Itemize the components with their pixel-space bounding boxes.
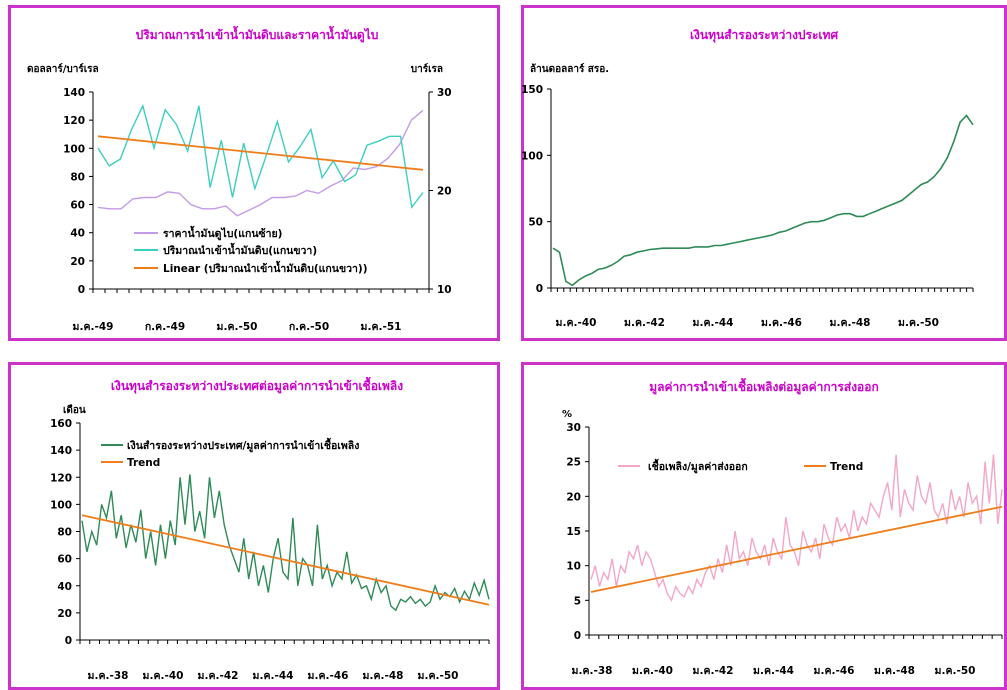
x-tick-label: ม.ค.-50: [217, 321, 258, 333]
x-tick-label: ม.ค.-50: [418, 670, 459, 682]
left-y-tick-label: 60: [57, 554, 72, 566]
left-y-tick-label: 30: [566, 422, 581, 434]
left-y-tick-label: 0: [536, 283, 543, 295]
left-y-tick-label: 15: [566, 526, 581, 538]
x-tick-label: ม.ค.-46: [761, 317, 802, 329]
series-line-2: [97, 103, 424, 209]
x-tick-label: ก.ค.-50: [289, 321, 329, 333]
legend-label-1: เชื้อเพลิง/มูลค่าส่งออก: [648, 458, 748, 474]
right-y-tick-label: 20: [437, 186, 452, 198]
x-tick-label: ม.ค.-50: [898, 317, 939, 329]
x-tick-label: ม.ค.-51: [361, 321, 402, 333]
x-tick-label: ก.ค.-49: [145, 321, 185, 333]
x-tick-label: ม.ค.-38: [88, 670, 129, 682]
left-y-tick-label: 150: [521, 84, 543, 96]
chart-fuel-export-svg: มูลค่าการนำเข้าเชื้อเพลิงต่อมูลค่าการส่ง…: [562, 377, 1003, 677]
chart-panel-fuel-to-export: มูลค่าการนำเข้าเชื้อเพลิงต่อมูลค่าการส่ง…: [521, 362, 1007, 690]
legend-label-1: เงินสำรองระหว่างประเทศ/มูลค่าการนำเข้าเช…: [127, 437, 359, 453]
series-line-1: [97, 109, 424, 217]
x-tick-label: ม.ค.-40: [556, 317, 597, 329]
x-tick-label: ม.ค.-40: [632, 665, 673, 677]
legend-label-2: Trend: [830, 461, 863, 473]
legend-label-3: Linear (ปริมาณนำเข้าน้ำมันดิบ(แกนขวา)): [163, 260, 368, 275]
series-line-1: [590, 454, 1003, 602]
x-tick-label: ม.ค.-38: [572, 665, 613, 677]
x-tick-label: ม.ค.-44: [753, 665, 794, 677]
left-y-tick-label: 40: [70, 228, 85, 240]
y-axis-label: เดือน: [63, 404, 86, 416]
y-axis-right-label: บาร์เรล: [411, 63, 443, 75]
series-line-3: [97, 135, 424, 171]
y-axis-label: ล้านดอลลาร์ สรอ.: [530, 63, 609, 75]
x-tick-label: ม.ค.-49: [73, 321, 114, 333]
series-line-1: [81, 474, 490, 612]
left-y-tick-label: 140: [63, 87, 85, 99]
left-y-tick-label: 10: [566, 561, 581, 573]
left-y-tick-label: 0: [78, 284, 85, 296]
left-y-tick-label: 25: [566, 457, 581, 469]
x-tick-label: ม.ค.-50: [935, 665, 976, 677]
x-tick-label: ม.ค.-48: [874, 665, 915, 677]
y-axis-label: %: [562, 409, 572, 420]
left-y-tick-label: 0: [574, 630, 581, 642]
x-tick-label: ม.ค.-42: [624, 317, 665, 329]
left-y-tick-label: 0: [65, 635, 72, 647]
x-tick-label: ม.ค.-42: [693, 665, 734, 677]
chart-panel-crude-import: ปริมาณการนำเข้าน้ำมันดิบและราคาน้ำมันดูไ…: [8, 5, 500, 341]
left-y-tick-label: 20: [57, 608, 72, 620]
series-line-2: [81, 514, 490, 606]
left-y-tick-label: 20: [566, 491, 581, 503]
left-y-tick-label: 60: [70, 200, 85, 212]
left-y-tick-label: 140: [50, 445, 72, 457]
x-tick-label: ม.ค.-44: [253, 670, 294, 682]
x-tick-label: ม.ค.-46: [308, 670, 349, 682]
left-y-tick-label: 100: [50, 499, 72, 511]
left-y-tick-label: 40: [57, 581, 72, 593]
chart-title: เงินทุนสำรองระหว่างประเทศต่อมูลค่าการนำเ…: [111, 376, 403, 394]
chart-crude-import-svg: ปริมาณการนำเข้าน้ำมันดิบและราคาน้ำมันดูไ…: [27, 25, 452, 333]
legend-label-2: Trend: [127, 457, 160, 469]
left-y-tick-label: 100: [63, 143, 85, 155]
chart-title: มูลค่าการนำเข้าเชื้อเพลิงต่อมูลค่าการส่ง…: [649, 377, 878, 395]
series-line-2: [590, 505, 1003, 593]
series-line-1: [552, 114, 974, 287]
right-y-tick-label: 30: [437, 87, 452, 99]
chart-panel-reserves-to-fuel: เงินทุนสำรองระหว่างประเทศต่อมูลค่าการนำเ…: [8, 362, 500, 690]
left-y-tick-label: 100: [521, 150, 543, 162]
legend-label-1: ราคาน้ำมันดูไบ(แกนซ้าย): [163, 225, 282, 241]
x-tick-label: ม.ค.-46: [814, 665, 855, 677]
left-y-tick-label: 50: [528, 217, 543, 229]
x-tick-label: ม.ค.-48: [363, 670, 404, 682]
x-tick-label: ม.ค.-48: [830, 317, 871, 329]
left-y-tick-label: 160: [50, 418, 72, 430]
left-y-tick-label: 80: [57, 527, 72, 539]
x-tick-label: ม.ค.-42: [198, 670, 239, 682]
chart-panel-reserves: เงินทุนสำรองระหว่างประเทศล้านดอลลาร์ สรอ…: [521, 5, 1007, 341]
x-tick-label: ม.ค.-40: [143, 670, 184, 682]
chart-title: ปริมาณการนำเข้าน้ำมันดิบและราคาน้ำมันดูไ…: [136, 25, 379, 43]
chart-reserves-fuel-svg: เงินทุนสำรองระหว่างประเทศต่อมูลค่าการนำเ…: [50, 376, 490, 682]
chart-title: เงินทุนสำรองระหว่างประเทศ: [690, 28, 839, 43]
left-y-tick-label: 120: [63, 115, 85, 127]
x-tick-label: ม.ค.-44: [693, 317, 734, 329]
left-y-tick-label: 5: [574, 595, 581, 607]
left-y-tick-label: 120: [50, 472, 72, 484]
right-y-tick-label: 10: [437, 284, 452, 296]
left-y-tick-label: 20: [70, 256, 85, 268]
left-y-tick-label: 80: [70, 171, 85, 183]
legend-label-2: ปริมาณนำเข้าน้ำมันดิบ(แกนขวา): [163, 242, 317, 257]
y-axis-left-label: ดอลลาร์/บาร์เรล: [27, 63, 99, 75]
